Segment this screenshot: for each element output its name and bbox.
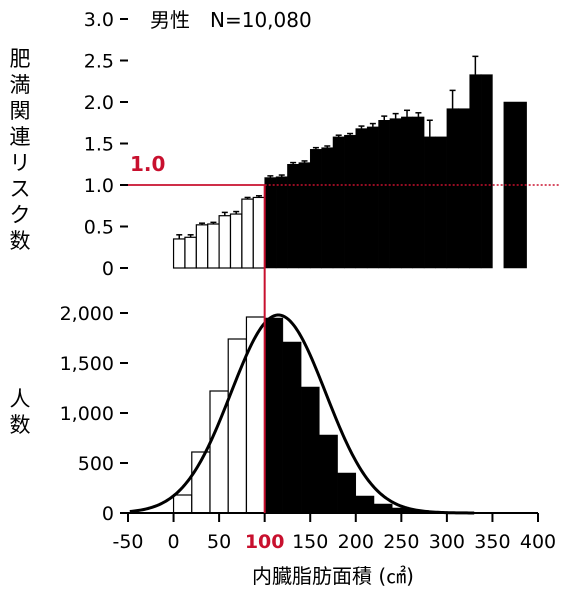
top-y-tick-label: 3.0 xyxy=(84,9,114,31)
bottom-bar xyxy=(373,503,393,514)
top-bar xyxy=(207,223,220,269)
top-bar xyxy=(241,198,254,269)
x-tick-label: 150 xyxy=(292,531,328,553)
top-chart-title: 男性 N=10,080 xyxy=(150,8,312,32)
top-bar xyxy=(401,116,413,269)
top-bar xyxy=(172,238,186,269)
top-bar xyxy=(355,128,368,269)
bottom-y-tick-label: 500 xyxy=(78,453,114,475)
bottom-bar xyxy=(300,386,320,514)
top-bar xyxy=(287,164,300,269)
top-bar xyxy=(423,136,436,269)
top-bar xyxy=(458,108,470,269)
top-bar xyxy=(264,177,277,269)
top-bar xyxy=(229,213,243,269)
bottom-bar xyxy=(264,317,284,514)
x-tick-label: 250 xyxy=(383,531,419,553)
bottom-bar xyxy=(355,495,375,514)
top-bar xyxy=(412,116,425,269)
bottom-bar xyxy=(282,341,302,514)
top-bar xyxy=(389,118,402,269)
top-y-tick-label: 1.5 xyxy=(84,134,114,156)
top-bar xyxy=(195,224,209,269)
top-bar xyxy=(480,74,493,269)
top-bar xyxy=(184,236,197,269)
top-bar xyxy=(252,196,266,269)
x-tick-label: 0 xyxy=(168,531,180,553)
top-bar xyxy=(446,108,459,269)
top-bar xyxy=(344,134,357,269)
bottom-count-chart: 0 500 1,000 1,500 2,000 -50 0 50 100 150 200 250 300… xyxy=(60,303,557,588)
x-tick-label: 350 xyxy=(474,531,510,553)
top-risk-chart: 男性 N=10,080 0 0.5 1.0 1.5 2.0 2.5 3.0 xyxy=(84,8,527,280)
top-bar xyxy=(218,215,232,269)
bottom-y-tick-label: 2,000 xyxy=(60,303,114,325)
top-y-tick-label: 2.0 xyxy=(84,92,114,114)
top-y-tick-label: 2.5 xyxy=(84,51,114,73)
top-y-tick-label: 0.5 xyxy=(84,217,114,239)
bottom-bar xyxy=(172,494,193,514)
risk-threshold-label: 1.0 xyxy=(130,152,165,176)
x-axis-label: 内臓脂肪面積 (㎠) xyxy=(252,564,414,588)
bottom-y-tick-label: 1,500 xyxy=(60,353,114,375)
top-bar xyxy=(469,74,482,269)
x-tick-label: 300 xyxy=(429,531,465,553)
reference-overlay: 1.0 xyxy=(128,152,560,513)
top-bar xyxy=(435,136,448,269)
top-bar xyxy=(378,120,391,269)
normal-fit-curve xyxy=(129,313,475,515)
x-tick-label: 50 xyxy=(207,531,231,553)
top-bar xyxy=(366,126,379,269)
top-y-tick-label: 0 xyxy=(102,258,114,280)
top-y-axis-label: 肥満関連リスク数 xyxy=(9,47,31,253)
top-bar xyxy=(309,149,322,269)
x-tick-label: 400 xyxy=(520,531,556,553)
bottom-y-tick-label: 0 xyxy=(102,503,114,525)
bottom-bar xyxy=(337,472,357,514)
top-bar xyxy=(503,101,527,269)
bottom-y-tick-label: 1,000 xyxy=(60,403,114,425)
top-bar xyxy=(275,176,288,269)
top-bar xyxy=(332,136,345,269)
x-tick-label: 200 xyxy=(338,531,374,553)
top-bar xyxy=(321,147,334,269)
x-tick-label-highlight: 100 xyxy=(245,531,285,553)
bottom-bar xyxy=(319,434,338,514)
top-bar xyxy=(298,162,311,269)
bottom-y-axis-label: 人数 xyxy=(9,387,31,437)
x-tick-label: -50 xyxy=(112,531,143,553)
top-y-tick-label: 1.0 xyxy=(84,175,114,197)
